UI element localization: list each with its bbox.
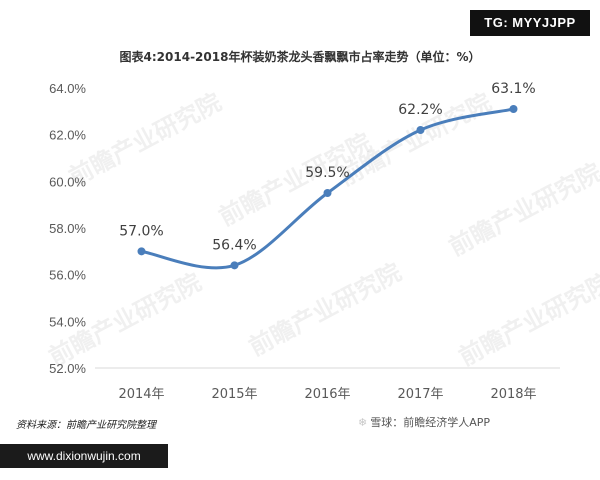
series-line <box>141 107 514 270</box>
x-tick-label: 2017年 <box>397 387 443 402</box>
data-labels: 57.0% 56.4% 59.5% 62.2% 63.1% <box>119 81 535 253</box>
x-tick-label: 2018年 <box>490 387 536 402</box>
y-tick-label: 64.0% <box>49 81 86 96</box>
data-label: 56.4% <box>212 237 256 253</box>
tg-badge: TG: MYYJJPP <box>470 10 590 36</box>
snowball-icon: ❄ <box>358 416 368 429</box>
data-point <box>323 189 332 197</box>
data-point <box>416 126 425 134</box>
y-tick-label: 62.0% <box>49 128 86 143</box>
source-note: 资料来源：前瞻产业研究院整理 <box>16 420 156 431</box>
brand-note: ❄ 雪球：前瞻经济学人APP <box>358 414 490 430</box>
brand-label: 雪球：前瞻经济学人APP <box>370 416 491 429</box>
data-label: 63.1% <box>491 81 535 97</box>
y-tick-label: 60.0% <box>49 174 86 189</box>
data-label: 62.2% <box>398 102 442 118</box>
y-axis: 52.0% 54.0% 56.0% 58.0% 60.0% 62.0% 64.0% <box>49 81 86 376</box>
x-axis: 2014年 2015年 2016年 2017年 2018年 <box>95 367 560 402</box>
x-tick-label: 2015年 <box>211 387 257 402</box>
x-tick-label: 2016年 <box>304 387 350 402</box>
y-tick-label: 56.0% <box>49 268 86 283</box>
data-label: 59.5% <box>305 165 349 181</box>
data-point <box>230 261 239 270</box>
y-tick-label: 54.0% <box>49 314 86 329</box>
y-tick-label: 58.0% <box>49 221 86 236</box>
y-tick-label: 52.0% <box>49 361 86 376</box>
data-label: 57.0% <box>119 223 163 239</box>
x-tick-label: 2014年 <box>118 387 164 402</box>
url-badge[interactable]: www.dixionwujin.com <box>0 444 168 468</box>
data-point <box>509 105 518 113</box>
data-points <box>137 105 518 270</box>
chart-title: 图表4:2014-2018年杯装奶茶龙头香飘飘市占率走势（单位：%） <box>119 50 481 64</box>
data-point <box>137 247 146 256</box>
